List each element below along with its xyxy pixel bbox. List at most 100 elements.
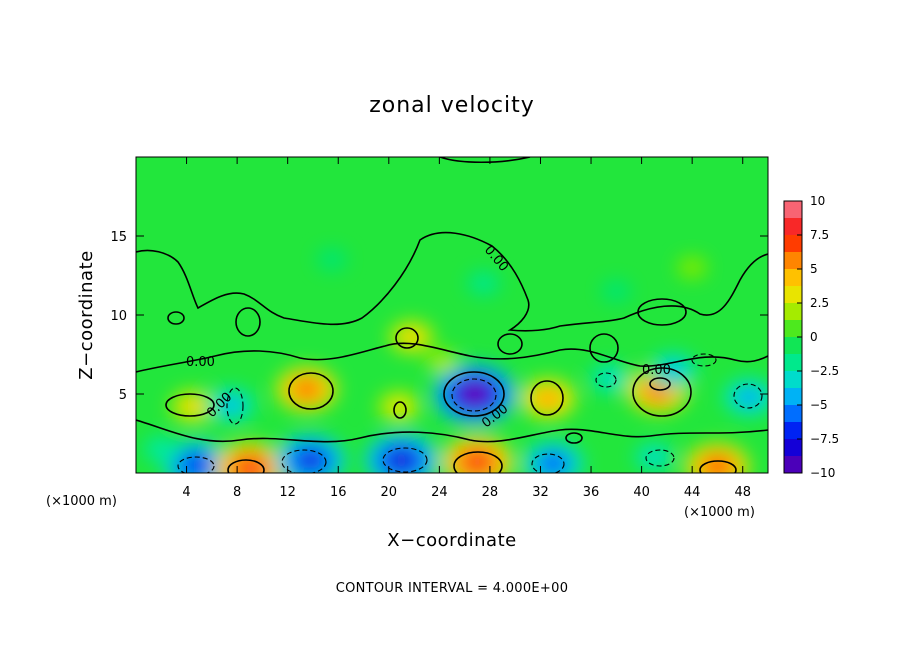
zero-contour-upper (136, 231, 768, 332)
x-tick-label: 32 (532, 485, 549, 500)
velocity-feature (275, 366, 338, 413)
y-tick-label: 10 (110, 309, 127, 324)
colorbar-steps (784, 201, 802, 474)
velocity-feature-layer (471, 274, 496, 293)
velocity-feature-layer (221, 398, 240, 412)
velocity-feature (685, 442, 750, 473)
colorbar-tick-label: 0 (810, 330, 818, 344)
contour-ring (382, 447, 428, 473)
contour-ring (565, 432, 583, 444)
velocity-feature (466, 270, 502, 297)
contour-ring (733, 383, 763, 409)
contour-ring (632, 367, 692, 417)
colorbar-step (784, 439, 802, 457)
colorbar-step (784, 235, 802, 253)
x-tick-label: 48 (734, 485, 751, 500)
velocity-feature-layer (464, 452, 491, 472)
velocity-feature-layer (237, 458, 263, 473)
x-tick-label: 16 (330, 485, 347, 500)
contour-label: 0.00 (642, 363, 671, 378)
contour-ring (393, 401, 407, 419)
velocity-feature-layer (605, 283, 628, 300)
velocity-feature-layer (295, 381, 318, 398)
colorbar-tick-label: 10 (810, 194, 825, 208)
colorbar-tick-label: −5 (810, 398, 828, 412)
contour-ring (595, 372, 617, 388)
colorbar-step (784, 201, 802, 219)
velocity-feature (142, 435, 181, 464)
contour-ring (226, 387, 244, 425)
velocity-feature-layer (297, 450, 324, 470)
contour-ring (165, 393, 215, 417)
velocity-feature-layer (148, 439, 175, 459)
velocity-feature-layer (403, 330, 420, 344)
colorbar: 10 7.5 5 2.5 0 −2.5 −5 −7.5 −10 (783, 194, 839, 480)
velocity-feature (315, 247, 348, 272)
colorbar-tick-label: −10 (810, 466, 835, 480)
x-unit-left: (×1000 m) (46, 494, 117, 509)
contour-ring (645, 449, 675, 467)
plot-frame (135, 156, 769, 474)
x-axis-ticks: 4 8 12 16 20 24 28 32 36 40 44 48 (182, 157, 751, 500)
colorbar-step (784, 303, 802, 321)
velocity-feature (588, 361, 632, 395)
x-tick-label: 4 (182, 485, 190, 500)
contour-ring (699, 460, 737, 473)
x-tick-label: 20 (381, 485, 398, 500)
colorbar-step (784, 252, 802, 270)
y-axis-ticks: 5 10 15 (110, 230, 768, 403)
contour-ring (281, 449, 327, 473)
velocity-feature (676, 255, 709, 280)
velocity-feature-layer (184, 456, 209, 473)
x-tick-label: 28 (482, 485, 499, 500)
velocity-feature (633, 442, 675, 473)
velocity-feature-layer (681, 259, 704, 276)
velocity-feature (520, 378, 577, 420)
colorbar-step (784, 371, 802, 389)
velocity-feature (600, 279, 633, 304)
colorbar-step (784, 218, 802, 236)
velocity-feature-layer (388, 450, 415, 471)
contour-ring (443, 371, 505, 417)
velocity-feature-layer (538, 391, 559, 407)
zero-contour-lower (136, 419, 768, 443)
contour-interval-note: CONTOUR INTERVAL = 4.000E+00 (336, 581, 569, 596)
velocity-feature-layer (640, 446, 669, 468)
x-tick-label: 8 (233, 485, 241, 500)
contour-ring (649, 377, 671, 391)
colorbar-step (784, 354, 802, 372)
y-axis-label: Z−coordinate (76, 250, 97, 379)
colorbar-step (784, 405, 802, 423)
colorbar-step (784, 456, 802, 474)
contour-ring (167, 311, 185, 325)
colorbar-step (784, 422, 802, 440)
velocity-feature-layer (739, 390, 759, 405)
colorbar-step (784, 320, 802, 338)
contour-ring (691, 353, 717, 367)
contour-ring (531, 453, 565, 473)
colorbar-step (784, 286, 802, 304)
contour-ring (451, 378, 497, 412)
x-tick-label: 40 (633, 485, 650, 500)
contour-ring (497, 333, 523, 355)
contour-ring (235, 307, 261, 337)
x-tick-label: 44 (684, 485, 701, 500)
colorbar-step (784, 337, 802, 355)
contour-ring (227, 459, 265, 473)
x-tick-label: 24 (431, 485, 448, 500)
velocity-feature (214, 442, 286, 473)
colorbar-tick-label: 2.5 (810, 296, 829, 310)
velocity-feature-layer (321, 251, 343, 268)
zero-contour-top (439, 157, 531, 164)
contour-label: 0.00 (186, 355, 215, 370)
contour-ring (395, 327, 419, 349)
y-tick-label: 5 (119, 388, 127, 403)
x-unit-right: (×1000 m) (684, 505, 755, 520)
velocity-feature-layer (431, 353, 456, 372)
colorbar-tick-label: 5 (810, 262, 818, 276)
colorbar-tick-label: −7.5 (810, 432, 839, 446)
velocity-feature (205, 386, 256, 424)
velocity-feature (441, 435, 513, 473)
velocity-feature (388, 319, 436, 355)
